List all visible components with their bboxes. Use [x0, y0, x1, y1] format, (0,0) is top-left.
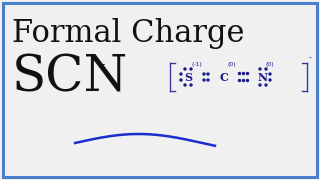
Circle shape: [246, 80, 249, 82]
Text: SCN: SCN: [12, 53, 128, 102]
Circle shape: [203, 79, 205, 81]
Text: Formal Charge: Formal Charge: [12, 18, 244, 49]
Text: N: N: [258, 71, 268, 82]
Circle shape: [238, 73, 241, 75]
Circle shape: [207, 79, 209, 81]
Circle shape: [265, 84, 267, 86]
Circle shape: [259, 84, 261, 86]
Circle shape: [207, 73, 209, 75]
Circle shape: [243, 73, 244, 75]
Circle shape: [184, 68, 186, 70]
Circle shape: [259, 68, 261, 70]
Text: (-1): (-1): [192, 62, 203, 67]
Text: -: -: [309, 54, 312, 62]
Text: (0): (0): [266, 62, 275, 67]
Text: -: -: [98, 56, 105, 74]
Text: (0): (0): [227, 62, 236, 67]
Circle shape: [203, 73, 205, 75]
Circle shape: [180, 79, 182, 81]
Circle shape: [246, 73, 249, 75]
Circle shape: [180, 73, 182, 75]
Circle shape: [190, 84, 192, 86]
Circle shape: [190, 68, 192, 70]
Circle shape: [184, 84, 186, 86]
Circle shape: [243, 80, 244, 82]
Circle shape: [265, 68, 267, 70]
Circle shape: [238, 80, 241, 82]
Circle shape: [269, 79, 271, 81]
Text: S: S: [184, 71, 192, 82]
Text: C: C: [220, 71, 228, 82]
Circle shape: [269, 73, 271, 75]
